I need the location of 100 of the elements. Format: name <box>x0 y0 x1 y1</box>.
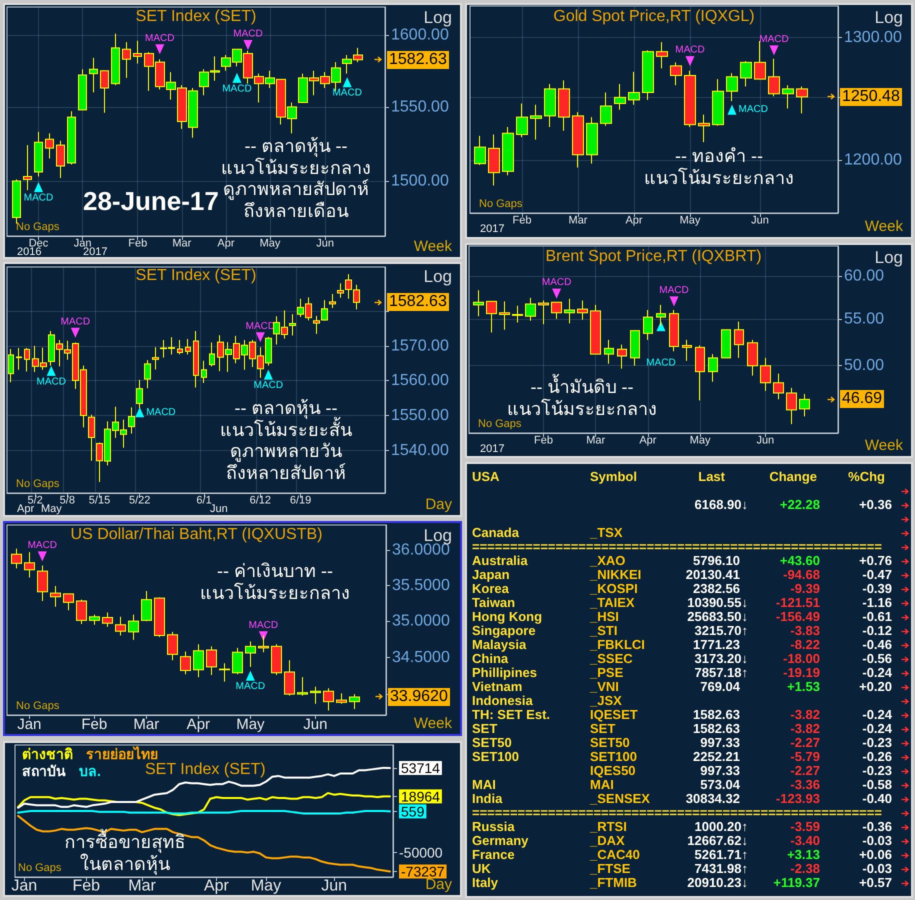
text: 46.69 <box>840 390 884 408</box>
text: +1.53 <box>787 679 820 694</box>
series-label: MACD <box>236 681 266 692</box>
annotation: No Gaps <box>479 198 522 212</box>
y-tick-label: 60.00 <box>844 268 884 285</box>
x-tick-label: May <box>236 716 266 733</box>
x-tick-label: Feb <box>534 434 554 446</box>
candlestick <box>115 616 126 636</box>
candlestick <box>799 394 810 417</box>
candlestick <box>284 660 295 696</box>
text: -19.19 <box>783 665 820 680</box>
text: -0.56 <box>862 651 892 666</box>
y-tick-label: 1540.00 <box>391 442 449 460</box>
text: _CAC40 <box>590 847 640 862</box>
text: -2.38 <box>790 861 820 876</box>
y-axis-title: Log <box>874 8 903 28</box>
candlestick <box>488 134 500 186</box>
point <box>232 72 242 83</box>
y-tick-label: 1200.00 <box>844 151 902 168</box>
x-tick-label: Jan <box>11 878 38 894</box>
candlestick <box>24 347 30 372</box>
text: SET <box>590 721 616 736</box>
x-tick-label: Mar <box>133 716 160 733</box>
candlestick <box>297 676 308 696</box>
candlestick <box>180 651 191 675</box>
text: UK <box>472 861 491 876</box>
text: SET Index (SET) <box>145 760 266 780</box>
text: -3.40 <box>790 833 820 848</box>
candlestick <box>642 50 654 100</box>
text: SET50 <box>590 735 630 750</box>
text: Canada <box>472 525 519 540</box>
text: MACD <box>222 83 252 94</box>
candlestick <box>67 110 76 166</box>
text: 2252.21 <box>693 749 740 764</box>
text: -0.24 <box>862 721 892 736</box>
y-tick-label: 1550.00 <box>391 98 449 116</box>
text: _FBKLCI <box>590 637 645 652</box>
text: ====================================================== <box>472 539 882 554</box>
candlestick <box>185 338 191 356</box>
series-label: MACD <box>675 44 705 56</box>
text: -8.22 <box>790 637 820 652</box>
candlestick <box>782 84 794 109</box>
text: +0.20 <box>859 679 892 694</box>
candlestick <box>34 131 43 178</box>
point <box>38 551 47 562</box>
text: 1771.23 <box>693 637 740 652</box>
candlestick <box>133 40 142 64</box>
point <box>552 288 562 299</box>
text: _SENSEX <box>590 791 650 806</box>
x-axis-title: Day <box>425 496 452 514</box>
series-label: MACD <box>145 32 174 44</box>
text: -0.61 <box>862 609 892 624</box>
annotation: No Gaps <box>16 700 60 714</box>
annotation: No Gaps <box>16 221 60 234</box>
text: -1.16 <box>862 595 892 610</box>
candlestick <box>50 586 61 608</box>
candlestick <box>740 60 752 87</box>
text: _TSX <box>590 525 623 540</box>
text: -18.00 <box>783 651 820 666</box>
candlestick <box>684 70 696 128</box>
text: MAI <box>590 777 614 792</box>
text: ====================================================== <box>472 805 882 820</box>
candlestick <box>525 297 536 322</box>
text: Jun <box>210 503 228 515</box>
text: 7431.98↑ <box>694 861 748 876</box>
y-tick-label: 18964 <box>401 788 440 804</box>
text: 1582.63 <box>693 721 740 736</box>
y-tick-label: -50000 <box>399 844 443 861</box>
x-tick-label: Apr <box>204 878 230 894</box>
text: Phillipines <box>472 665 538 680</box>
x-tick-label: 5/8 <box>60 494 75 506</box>
x-tick-label: Jun <box>303 716 328 733</box>
y-tick-label: 1570.00 <box>391 337 449 354</box>
y-axis-title: Log <box>424 8 452 28</box>
candlestick <box>760 357 771 392</box>
x-tick-label: 6/1 <box>196 494 212 506</box>
text: _KOSPI <box>590 581 638 596</box>
x-tick-label: Jun <box>756 434 774 446</box>
chart-title: Brent Spot Price,RT (IQXBRT) <box>545 247 762 266</box>
text: MAI <box>472 777 496 792</box>
candlestick <box>24 552 35 578</box>
text: India <box>472 791 502 806</box>
series-label: MACD <box>738 104 768 116</box>
candlestick <box>63 593 74 611</box>
text: 997.33 <box>700 735 740 750</box>
text: _HSI <box>590 609 619 624</box>
y-tick-label: 50.00 <box>844 357 884 374</box>
candlestick <box>628 71 640 106</box>
chart-title: US Dollar/Thai Baht,RT (IQXUSTB) <box>70 525 322 544</box>
point <box>728 104 736 115</box>
text: +0.36 <box>859 497 892 512</box>
candlestick <box>695 345 705 401</box>
text: MACD <box>759 34 789 45</box>
candlestick <box>89 57 98 93</box>
text: 1000.20↑ <box>694 819 748 834</box>
text: Korea <box>472 581 509 596</box>
text: -0.12 <box>862 623 892 638</box>
text: _JSX <box>590 693 622 708</box>
text: France <box>472 847 515 862</box>
candlestick <box>141 590 152 622</box>
